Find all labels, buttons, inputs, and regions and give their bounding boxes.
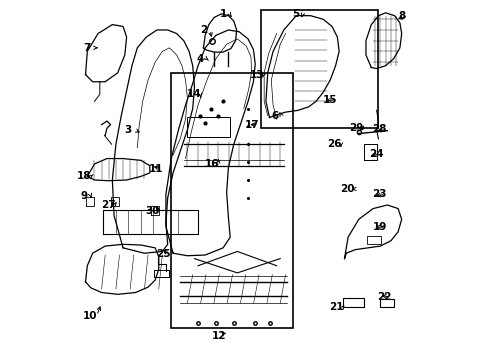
- Text: 17: 17: [244, 120, 259, 130]
- Text: 5: 5: [292, 9, 299, 19]
- Text: 14: 14: [186, 89, 201, 99]
- Bar: [187, 117, 230, 137]
- Text: 29: 29: [348, 123, 363, 133]
- Text: 9: 9: [81, 191, 88, 201]
- Text: 25: 25: [156, 249, 170, 259]
- Bar: [380, 299, 393, 307]
- Text: 16: 16: [204, 159, 219, 169]
- Text: 18: 18: [77, 171, 92, 181]
- Bar: [154, 270, 168, 277]
- Text: 23: 23: [371, 189, 386, 199]
- Text: 22: 22: [377, 292, 391, 302]
- Bar: [260, 10, 378, 128]
- Bar: [366, 237, 381, 244]
- Bar: [171, 73, 292, 328]
- Text: 10: 10: [83, 311, 97, 321]
- Text: 6: 6: [271, 111, 278, 121]
- Text: 7: 7: [83, 43, 91, 53]
- Text: 8: 8: [397, 11, 405, 21]
- Bar: [342, 298, 364, 307]
- Text: 4: 4: [196, 54, 203, 64]
- Text: 2: 2: [200, 25, 206, 35]
- Text: 24: 24: [368, 149, 383, 159]
- Text: 13: 13: [249, 69, 264, 80]
- Text: 1: 1: [219, 9, 226, 19]
- Text: 27: 27: [101, 200, 115, 210]
- Text: 19: 19: [371, 222, 386, 232]
- Text: 21: 21: [329, 302, 343, 312]
- Text: 28: 28: [371, 124, 386, 134]
- Text: 3: 3: [124, 125, 132, 135]
- Text: 11: 11: [148, 164, 163, 174]
- Text: 30: 30: [145, 206, 159, 216]
- Text: 15: 15: [322, 95, 337, 105]
- Text: 12: 12: [212, 332, 226, 342]
- Text: 20: 20: [340, 184, 354, 194]
- Text: 26: 26: [326, 139, 341, 149]
